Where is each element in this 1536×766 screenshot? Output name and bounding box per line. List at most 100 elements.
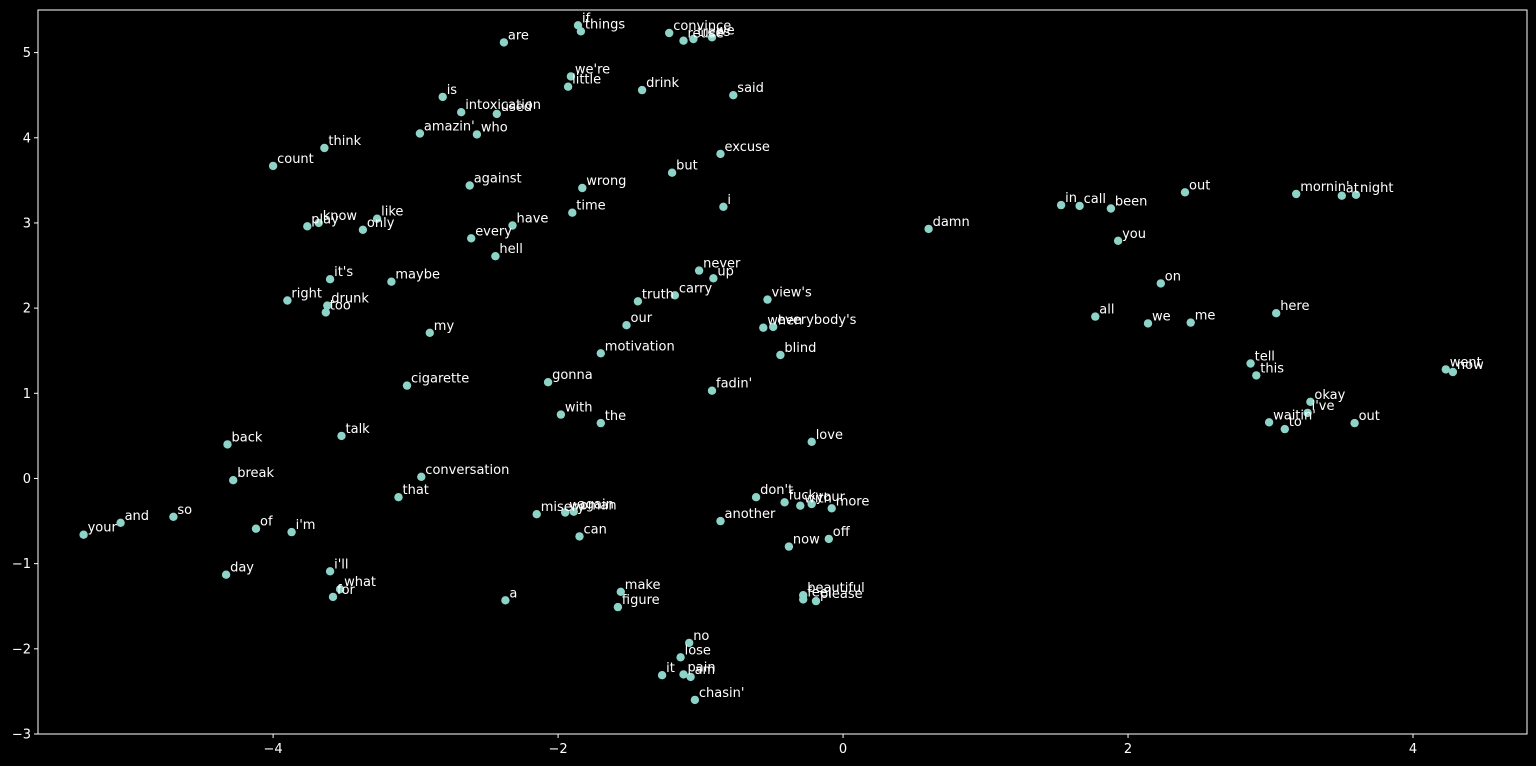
scatter-point	[689, 34, 698, 44]
point-label: on	[1165, 269, 1181, 284]
x-tick-label: −4	[264, 742, 283, 757]
scatter-point	[709, 274, 718, 283]
point-label: no	[693, 629, 709, 644]
scatter-point	[491, 252, 500, 261]
y-tick-label: 5	[23, 46, 31, 61]
scatter-point	[707, 386, 717, 395]
point-label: convince	[673, 19, 731, 34]
point-label: went	[1450, 355, 1482, 370]
point-label: drunk	[331, 292, 369, 307]
point-label: night	[1360, 181, 1393, 196]
scatter-point	[679, 670, 688, 679]
scatter-point	[457, 108, 466, 117]
scatter-point	[1113, 236, 1123, 245]
point-label: again	[578, 498, 614, 513]
point-label: said	[737, 81, 764, 96]
scatter-point	[325, 567, 335, 576]
point-label: have	[517, 212, 549, 227]
point-label: conversation	[425, 463, 509, 478]
scatter-point	[169, 512, 178, 521]
point-label: okay	[1314, 388, 1345, 403]
point-label: count	[277, 152, 314, 167]
scatter-point	[328, 592, 338, 602]
point-label: now	[793, 533, 820, 548]
point-label: in	[1065, 191, 1077, 206]
scatter-point	[325, 275, 335, 284]
point-label: out	[1189, 178, 1210, 193]
scatter-point	[780, 498, 789, 507]
scatter-point	[769, 322, 778, 332]
point-label: so	[177, 503, 192, 518]
x-tick-label: 0	[839, 742, 847, 757]
scatter-point	[543, 378, 553, 387]
point-label: out	[1359, 409, 1380, 424]
scatter-point	[670, 291, 680, 300]
point-label: misery	[541, 500, 585, 515]
point-label: day	[230, 561, 254, 576]
scatter-point	[1337, 191, 1347, 200]
scatter-point	[556, 410, 566, 419]
scatter-point	[501, 596, 510, 605]
point-label: damn	[933, 215, 970, 230]
scatter-point	[1186, 318, 1195, 327]
scatter-point	[499, 38, 509, 47]
scatter-point	[563, 82, 573, 91]
point-label: my	[434, 319, 455, 334]
point-label: i'll	[334, 557, 348, 572]
y-tick-label: −3	[12, 728, 31, 743]
scatter-point	[568, 208, 577, 217]
point-label: lose	[685, 643, 711, 658]
y-tick-label: 0	[23, 472, 31, 487]
scatter-point	[827, 504, 836, 513]
point-label: gonna	[552, 368, 593, 383]
point-label: with	[565, 401, 593, 416]
scatter-point	[1143, 319, 1153, 328]
scatter-point	[716, 516, 725, 526]
point-label: the	[605, 409, 626, 424]
point-label: view's	[772, 286, 813, 301]
point-label: talk	[346, 422, 371, 437]
point-label: feel	[807, 585, 831, 600]
scatter-point	[633, 297, 643, 306]
point-label: reuse	[688, 27, 724, 42]
point-label: chasin'	[699, 686, 745, 701]
point-label: fadin'	[716, 377, 752, 392]
point-label: trees	[697, 25, 730, 40]
point-label: fuck	[789, 488, 817, 503]
point-label: that	[403, 483, 429, 498]
point-label: every	[475, 224, 512, 239]
scatter-point	[492, 109, 501, 119]
scatter-point	[229, 476, 238, 485]
point-label: beautiful	[807, 581, 865, 596]
scatter-point	[394, 493, 403, 502]
scatter-point	[751, 493, 761, 502]
scatter-point	[676, 653, 685, 662]
scatter-point	[1075, 201, 1084, 211]
scatter-point	[417, 472, 426, 481]
scatter-point	[321, 308, 330, 317]
point-label: please	[820, 587, 863, 602]
scatter-point	[320, 143, 329, 153]
scatter-point	[415, 129, 425, 138]
point-label: is	[447, 83, 458, 98]
scatter-point	[387, 277, 396, 286]
scatter-point	[508, 221, 517, 230]
scatter-point	[784, 542, 794, 551]
point-label: hell	[499, 242, 522, 257]
point-label: cigarette	[411, 372, 469, 387]
scatter-point	[335, 585, 345, 594]
scatter-point	[1351, 190, 1361, 199]
scatter-point	[622, 321, 631, 330]
scatter-point	[283, 296, 292, 305]
point-label: now	[1457, 358, 1484, 373]
point-label: we	[716, 23, 735, 38]
scatter-point	[425, 328, 434, 337]
point-label: think	[328, 134, 361, 149]
point-label: up	[717, 264, 734, 279]
scatter-point	[796, 501, 805, 510]
point-label: love	[816, 428, 843, 443]
point-label: i've	[1312, 399, 1335, 414]
point-label: you	[1122, 227, 1146, 242]
